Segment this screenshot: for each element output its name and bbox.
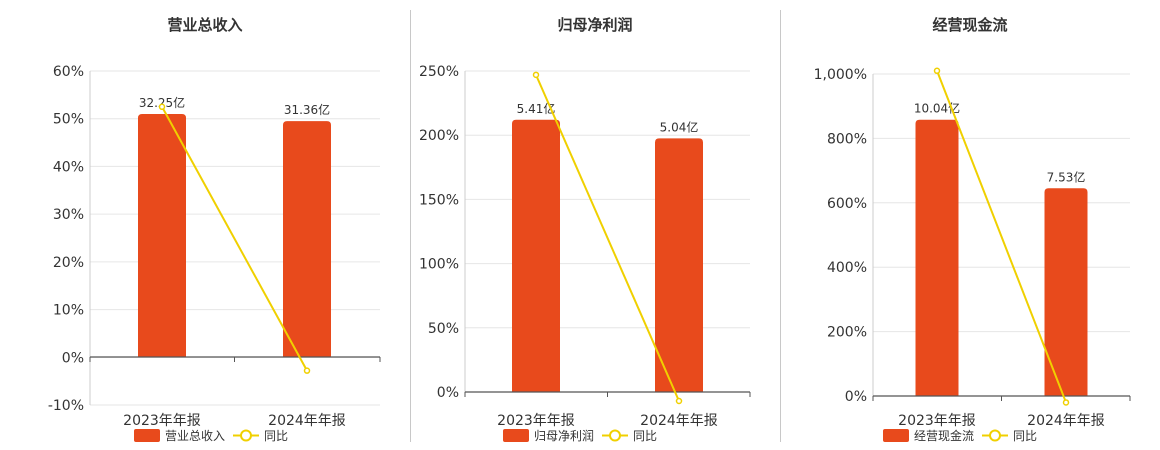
y-tick-label: 60% bbox=[53, 64, 84, 80]
legend-line-marker bbox=[609, 429, 621, 442]
y-tick-label: 40% bbox=[53, 159, 84, 175]
yoy-line bbox=[936, 70, 1067, 403]
legend-label: 经营现金流 bbox=[914, 428, 974, 443]
chart-panel-net-profit: 归母净利润 250% 200% 150% 100% 50% 0% 5.41亿 5.04亿 202… bbox=[410, 0, 780, 450]
yoy-point bbox=[532, 71, 540, 79]
bar-data-label: 31.36亿 bbox=[284, 102, 330, 117]
y-tick-label: 200% bbox=[827, 325, 867, 341]
yoy-line bbox=[535, 74, 680, 402]
y-tick-label: 600% bbox=[827, 196, 867, 212]
legend-bar-swatch bbox=[503, 429, 529, 442]
bar bbox=[138, 113, 186, 357]
y-tick-label: 1,000% bbox=[814, 67, 867, 83]
bar-data-label: 10.04亿 bbox=[914, 101, 960, 116]
y-tick-label: -10% bbox=[48, 398, 84, 414]
y-tick-label: 400% bbox=[827, 260, 867, 276]
divider bbox=[410, 10, 411, 442]
bar-data-label: 32.25亿 bbox=[139, 95, 185, 110]
yoy-point bbox=[933, 67, 941, 75]
legend-bar-swatch bbox=[134, 429, 160, 442]
bar bbox=[512, 119, 560, 393]
y-tick-label: 0% bbox=[845, 389, 867, 405]
y-tick-label: 200% bbox=[419, 128, 459, 144]
chart-title: 归母净利润 bbox=[557, 16, 633, 34]
chart-panel-cashflow: 经营现金流 1,000% 800% 600% 400% 200% 0% 10.04亿 7.53… bbox=[780, 0, 1160, 450]
chart-title: 经营现金流 bbox=[932, 16, 1008, 34]
yoy-point bbox=[675, 397, 683, 405]
bar-data-label: 5.41亿 bbox=[517, 101, 556, 116]
y-tick-label: 20% bbox=[53, 255, 84, 271]
x-tick-label: 2023年年报 bbox=[898, 413, 976, 429]
bar bbox=[1044, 188, 1088, 396]
legend-line-marker bbox=[240, 429, 252, 442]
bar bbox=[915, 119, 959, 396]
bar-data-label: 5.04亿 bbox=[660, 119, 699, 134]
y-tick-label: 150% bbox=[419, 192, 459, 208]
bar-data-label: 7.53亿 bbox=[1047, 169, 1086, 184]
x-tick-label: 2024年年报 bbox=[640, 413, 718, 429]
yoy-point bbox=[303, 367, 311, 374]
chart-panel-revenue: 营业总收入 60% 50% 40% 30% 20% 10% 0% -10% 32.25亿 31.3… bbox=[0, 0, 410, 450]
divider bbox=[780, 10, 781, 442]
legend-line-marker bbox=[989, 429, 1001, 442]
legend-label: 同比 bbox=[264, 429, 288, 443]
legend-label: 同比 bbox=[1013, 429, 1037, 443]
x-tick-label: 2023年年报 bbox=[497, 413, 575, 429]
x-tick-label: 2023年年报 bbox=[123, 413, 201, 429]
yoy-line bbox=[161, 106, 308, 372]
y-tick-label: 50% bbox=[53, 112, 84, 128]
y-tick-label: 30% bbox=[53, 207, 84, 223]
y-tick-label: 0% bbox=[437, 385, 459, 401]
legend-label: 同比 bbox=[633, 429, 657, 443]
legend-bar-swatch bbox=[883, 429, 909, 442]
legend-label: 营业总收入 bbox=[165, 429, 225, 443]
y-tick-label: 800% bbox=[827, 131, 867, 147]
yoy-point bbox=[158, 103, 166, 111]
chart-title: 营业总收入 bbox=[167, 16, 243, 34]
yoy-point bbox=[1062, 399, 1070, 406]
chart-svg-revenue: 60% 50% 40% 30% 20% 10% 0% -10% 32.25亿 31.36亿 2023… bbox=[48, 64, 381, 443]
y-tick-label: 250% bbox=[419, 64, 459, 80]
legend-label: 归母净利润 bbox=[534, 429, 594, 443]
chart-svg-net-profit: 250% 200% 150% 100% 50% 0% 5.41亿 5.04亿 2023年年报 20… bbox=[419, 64, 751, 443]
y-tick-label: 50% bbox=[428, 321, 459, 337]
x-tick-label: 2024年年报 bbox=[1027, 413, 1105, 429]
y-tick-label: 0% bbox=[62, 350, 84, 366]
chart-svg-cashflow: 1,000% 800% 600% 400% 200% 0% 10.04亿 7.53亿 2023年… bbox=[814, 67, 1131, 443]
x-tick-label: 2024年年报 bbox=[268, 413, 346, 429]
y-tick-label: 10% bbox=[53, 303, 84, 319]
y-tick-label: 100% bbox=[419, 257, 459, 273]
bar bbox=[655, 138, 703, 392]
bar bbox=[283, 121, 331, 357]
